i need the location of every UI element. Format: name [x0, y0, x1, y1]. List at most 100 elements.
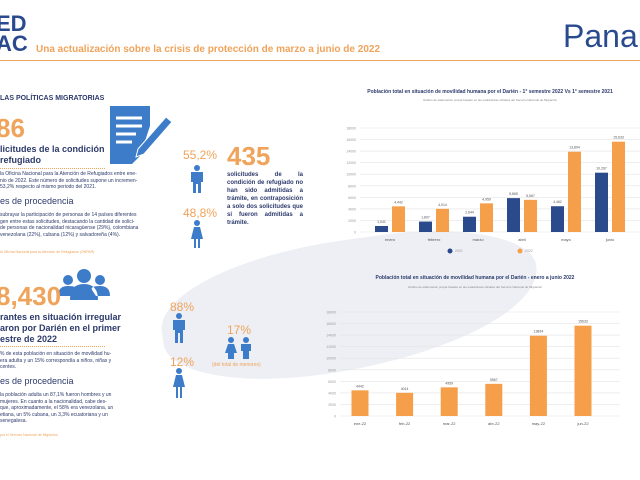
data-label: 5567: [490, 378, 498, 382]
data-label: 4014: [401, 387, 409, 391]
y-tick-label: 6000: [348, 196, 356, 200]
data-label: 4,959: [482, 197, 491, 201]
y-tick-label: 0: [334, 415, 336, 419]
legend-label: 2022: [525, 249, 533, 253]
bar: [375, 225, 388, 232]
refugio-text: la Oficina Nacional para la Atención de …: [0, 171, 138, 190]
migrantes-label: rantes en situación irregular aron por D…: [0, 312, 122, 344]
bar: [463, 216, 476, 232]
data-label: 4,442: [394, 200, 403, 204]
chart1-subtitle: Gráfico de elaboración propia basado en …: [422, 98, 558, 102]
y-tick-label: 14000: [326, 334, 336, 338]
legend-marker: [517, 248, 523, 254]
data-label: 5,567: [526, 194, 535, 198]
divider: [0, 168, 105, 169]
bar: [507, 198, 520, 232]
data-label: 13,894: [569, 146, 580, 150]
refugio-label: licitudes de la condición refugiado: [0, 144, 105, 165]
x-tick-label: mar-22: [443, 421, 456, 426]
data-label: 1,807: [421, 216, 430, 220]
migrantes-text: % de esta población en situación de movi…: [0, 351, 112, 370]
y-tick-label: 4000: [328, 391, 336, 395]
refugio-heading: es de procedencia: [0, 196, 74, 206]
y-tick-label: 12000: [326, 345, 336, 349]
x-tick-label: jun-22: [576, 421, 589, 426]
chart2-subtitle: Gráfico de elaboración propia basado en …: [407, 285, 543, 289]
data-label: 4,462: [553, 200, 562, 204]
data-label: 2,644: [465, 211, 474, 215]
bar: [440, 387, 458, 416]
bar: [524, 199, 537, 232]
y-tick-label: 18000: [326, 311, 336, 315]
woman-icon: [173, 368, 185, 398]
country-title: Panam: [563, 18, 640, 54]
refugio-number: 86: [0, 113, 25, 143]
data-label: 1,041: [377, 220, 386, 224]
man-icon: [191, 165, 203, 193]
bar: [485, 383, 503, 416]
logo: ED AC: [0, 11, 28, 56]
group-icon: [58, 269, 110, 300]
adult-men-pct: 88%: [170, 300, 195, 314]
y-tick-label: 2000: [328, 403, 336, 407]
x-tick-label: feb-22: [399, 421, 411, 426]
migrantes-text2: la población adulta un 87,1% fueron homb…: [0, 392, 114, 424]
bar: [595, 172, 608, 232]
y-tick-label: 16000: [346, 138, 356, 142]
y-tick-label: 10000: [346, 173, 356, 177]
data-label: 5,865: [509, 192, 518, 196]
woman-icon: [191, 220, 203, 248]
bar: [612, 141, 625, 232]
legend-label: 2021: [455, 249, 463, 253]
data-label: 15,633: [613, 136, 624, 140]
minors-pct: 17%: [227, 323, 252, 337]
header-divider: [0, 60, 640, 61]
y-tick-label: 0: [354, 231, 356, 235]
chart1: 0 2000 4000 6000 8000 10000 12000 14000 16000 180…: [346, 127, 640, 254]
bar: [396, 392, 414, 416]
y-tick-label: 16000: [326, 322, 336, 326]
bar: [574, 325, 592, 416]
migrantes-number: 8,430: [0, 281, 62, 311]
legend-marker: [447, 248, 453, 254]
refugio-source: la Oficina Nacional para la Atención de …: [0, 250, 95, 254]
y-tick-label: 18000: [346, 127, 356, 131]
migrantes-source: por el Servicio Nacional de Migración: [0, 433, 58, 437]
data-label: 10,267: [596, 167, 607, 171]
x-tick-label: marzo: [472, 237, 484, 242]
y-tick-label: 12000: [346, 161, 356, 165]
x-tick-label: junio: [605, 237, 615, 242]
document-pen-icon: [110, 106, 173, 164]
bar: [392, 206, 405, 232]
y-tick-label: 4000: [348, 207, 356, 211]
x-tick-label: mayo: [561, 237, 572, 242]
man-icon: [173, 313, 185, 343]
chart1-title: Población total en situación de movilida…: [367, 89, 613, 95]
x-tick-label: enero: [385, 237, 396, 242]
bar: [351, 390, 369, 416]
y-tick-label: 14000: [346, 150, 356, 154]
men-pct: 55,2%: [183, 148, 218, 162]
refugio-text2: subrayar la participación de personas de…: [0, 212, 139, 238]
bar: [529, 335, 547, 416]
chart2: 0 2000 4000 6000 8000 10000 12000 14000 16000 180…: [326, 311, 620, 426]
minors-note: (del total de menores): [212, 362, 261, 368]
data-label: 13894: [534, 330, 544, 334]
x-tick-label: may-22: [532, 421, 546, 426]
y-tick-label: 2000: [348, 219, 356, 223]
x-tick-label: abr-22: [488, 421, 500, 426]
data-label: 4,014: [438, 203, 447, 207]
section-title: LAS POLÍTICAS MIGRATORIAS: [0, 95, 105, 102]
rejected-number: 435: [227, 141, 271, 171]
adult-women-pct: 12%: [170, 355, 195, 369]
children-icon: [225, 337, 251, 359]
chart2-title: Población total en situación de movilida…: [375, 275, 575, 281]
x-tick-label: ene-22: [354, 421, 367, 426]
divider: [0, 346, 105, 347]
x-tick-label: febrero: [428, 237, 441, 242]
data-label: 4959: [445, 381, 453, 385]
bar: [436, 208, 449, 232]
x-tick-label: abril: [518, 237, 526, 242]
bar: [551, 206, 564, 232]
women-pct: 48,8%: [183, 206, 218, 220]
